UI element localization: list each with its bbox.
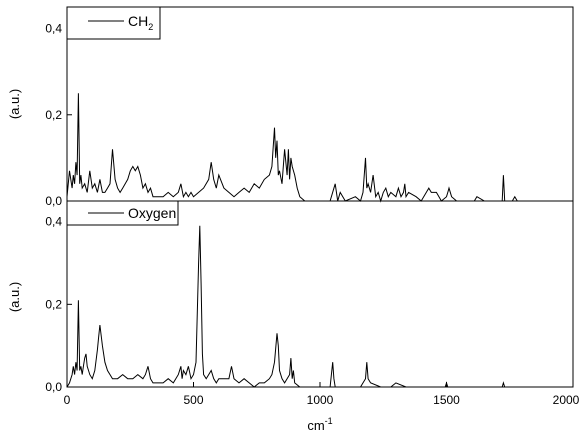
x-tick-label: 2000	[553, 393, 580, 407]
bottom-y-axis-label: (a.u.)	[7, 282, 22, 312]
bottom-series-line-oxygen	[66, 225, 573, 388]
bottom-x-ticks: 0 500 1000 1500 2000	[64, 382, 580, 407]
x-tick-label: 0	[64, 393, 71, 407]
y-tick-label: 0,4	[45, 215, 62, 229]
x-axis-label-main: cm	[307, 418, 324, 433]
bottom-panel: 0,0 0,2 0,4 0 500 1000 1500 2000 Oxygen (a.u.)…	[7, 200, 580, 433]
x-tick-label: 500	[183, 393, 203, 407]
top-panel: 0,0 0,2 0,4 CH2 (a.u.)	[7, 6, 574, 208]
top-y-ticks: 0,0 0,2 0,4	[45, 22, 72, 208]
top-legend-label-subscript: 2	[148, 22, 153, 32]
x-tick-label: 1500	[433, 393, 460, 407]
y-tick-label: 0,2	[45, 297, 62, 311]
x-axis-label-superscript: -1	[325, 416, 333, 426]
y-tick-label: 0,0	[45, 380, 62, 394]
top-legend-label: CH2	[128, 13, 153, 32]
top-legend: CH2	[66, 6, 161, 40]
top-legend-box	[66, 6, 161, 40]
x-tick-label: 1000	[307, 393, 334, 407]
top-y-axis-label: (a.u.)	[7, 89, 22, 119]
y-tick-label: 0,0	[45, 194, 62, 208]
bottom-legend: Oxygen	[66, 200, 179, 226]
top-series-line-ch2	[66, 93, 573, 203]
y-tick-label: 0,2	[45, 108, 62, 122]
y-tick-label: 0,4	[45, 22, 62, 36]
bottom-plot-frame	[66, 200, 574, 388]
x-axis-label: cm-1	[307, 416, 332, 433]
bottom-legend-label: Oxygen	[128, 205, 176, 221]
bottom-y-ticks: 0,0 0,2 0,4	[45, 215, 72, 394]
top-legend-label-main: CH	[128, 13, 148, 29]
